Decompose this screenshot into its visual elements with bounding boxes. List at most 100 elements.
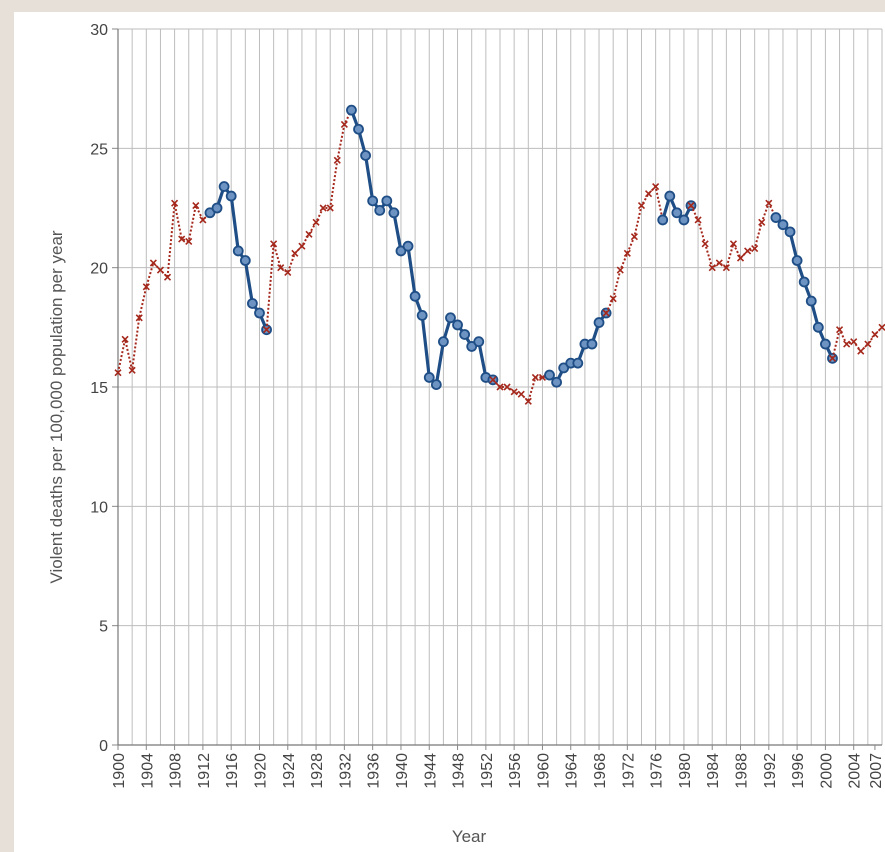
red-point-marker	[319, 204, 327, 212]
x-tick-label: 2007	[868, 753, 885, 789]
red-point-marker	[878, 323, 885, 331]
blue-point-marker	[452, 319, 463, 331]
x-tick-label: 1968	[592, 753, 609, 789]
red-point-marker	[262, 326, 271, 334]
red-point-marker	[729, 240, 738, 248]
blue-point-marker	[388, 207, 400, 219]
red-point-marker	[114, 369, 122, 377]
blue-point-marker	[232, 245, 244, 257]
blue-point-marker	[204, 207, 216, 219]
blue-point-marker	[239, 255, 251, 266]
blue-point-marker	[254, 307, 265, 319]
x-tick-label: 1920	[252, 753, 269, 789]
x-tick-label: 1964	[564, 753, 581, 789]
x-tick-label: 1980	[677, 753, 694, 789]
y-tick-label: 5	[99, 619, 108, 636]
red-point-marker	[623, 249, 631, 257]
chart-frame: 0 5 10 15 20 25 30 1900 1904 1908 1912 1916 1920 1924…	[14, 12, 885, 852]
red-point-marker	[758, 218, 766, 226]
blue-point-marker	[423, 372, 435, 383]
red-point-marker	[843, 340, 851, 348]
x-tick-label: 1928	[309, 753, 326, 789]
blue-point-marker	[211, 202, 223, 214]
blue-point-marker	[558, 362, 570, 374]
x-tick-label: 1948	[451, 753, 468, 789]
red-point-marker	[715, 259, 723, 267]
blue-point-marker	[473, 336, 485, 348]
x-tick-label: 1944	[422, 753, 439, 789]
blue-point-marker	[798, 276, 810, 288]
gridlines	[117, 28, 883, 746]
red-point-marker	[722, 264, 730, 272]
blue-point-marker	[367, 195, 379, 207]
x-tick-label: 1940	[394, 753, 411, 789]
red-point-marker	[142, 283, 150, 291]
blue-point-marker	[551, 376, 562, 388]
blue-point-marker	[805, 295, 817, 307]
x-tick-label: 1992	[762, 753, 779, 789]
y-tick-label: 25	[90, 141, 108, 158]
x-tick-label: 1916	[224, 753, 241, 789]
x-tick-label: 1952	[479, 753, 496, 789]
red-point-marker	[531, 373, 539, 382]
red-point-marker	[828, 354, 837, 362]
x-tick-label: 1956	[507, 753, 524, 789]
red-point-marker	[524, 397, 532, 405]
red-series-line	[690, 200, 777, 270]
x-tick-label: 1996	[790, 753, 807, 789]
red-point-marker	[602, 309, 610, 317]
x-tick-label: 1904	[139, 753, 156, 789]
red-point-marker	[744, 247, 752, 255]
red-point-marker	[694, 216, 702, 224]
red-point-marker	[864, 340, 872, 348]
red-point-marker	[270, 240, 278, 248]
red-series-line	[117, 202, 211, 373]
red-point-marker	[857, 347, 865, 355]
blue-point-marker	[664, 190, 676, 202]
blue-point-marker	[820, 338, 831, 350]
red-point-marker	[135, 314, 143, 322]
x-tick-label: 1988	[734, 753, 751, 789]
red-point-marker	[687, 202, 695, 210]
x-axis-title: Year	[452, 827, 487, 846]
x-tick-label: 1908	[168, 753, 185, 789]
data-series	[114, 104, 885, 405]
y-tick-label: 10	[90, 499, 108, 516]
blue-point-marker	[572, 357, 584, 369]
red-point-marker	[277, 264, 285, 272]
blue-point-marker	[770, 212, 782, 223]
red-point-marker	[298, 242, 306, 250]
red-point-marker	[637, 202, 646, 210]
x-tick-label: 1984	[705, 753, 722, 789]
red-point-marker	[326, 204, 334, 212]
red-point-marker	[701, 240, 709, 248]
red-point-marker	[644, 190, 653, 198]
blue-point-marker	[395, 245, 407, 257]
red-point-marker	[850, 338, 858, 346]
red-point-marker	[192, 202, 200, 210]
blue-point-marker	[791, 255, 803, 266]
red-point-marker	[765, 199, 773, 207]
blue-point-marker	[381, 195, 393, 207]
red-point-marker	[609, 295, 617, 303]
x-tick-label: 1912	[196, 753, 213, 789]
blue-point-marker	[784, 226, 796, 238]
x-tick-label: 1976	[649, 753, 666, 789]
red-point-marker	[128, 366, 136, 374]
blue-series-line	[774, 216, 834, 360]
red-point-marker	[503, 383, 511, 391]
blue-point-marker	[586, 338, 598, 350]
blue-point-marker	[247, 298, 258, 309]
x-tick-label: 1972	[620, 753, 637, 789]
blue-point-marker	[218, 181, 230, 192]
red-point-marker	[199, 216, 207, 224]
red-point-marker	[736, 254, 745, 262]
blue-point-marker	[657, 214, 669, 226]
blue-point-marker	[402, 240, 414, 252]
red-point-marker	[284, 268, 292, 277]
axes: 0 5 10 15 20 25 30 1900 1904 1908 1912 1916 1920 1924…	[90, 22, 885, 789]
red-point-marker	[340, 120, 348, 129]
blue-point-marker	[374, 204, 386, 216]
red-point-marker	[305, 230, 313, 238]
red-point-marker	[185, 237, 193, 245]
